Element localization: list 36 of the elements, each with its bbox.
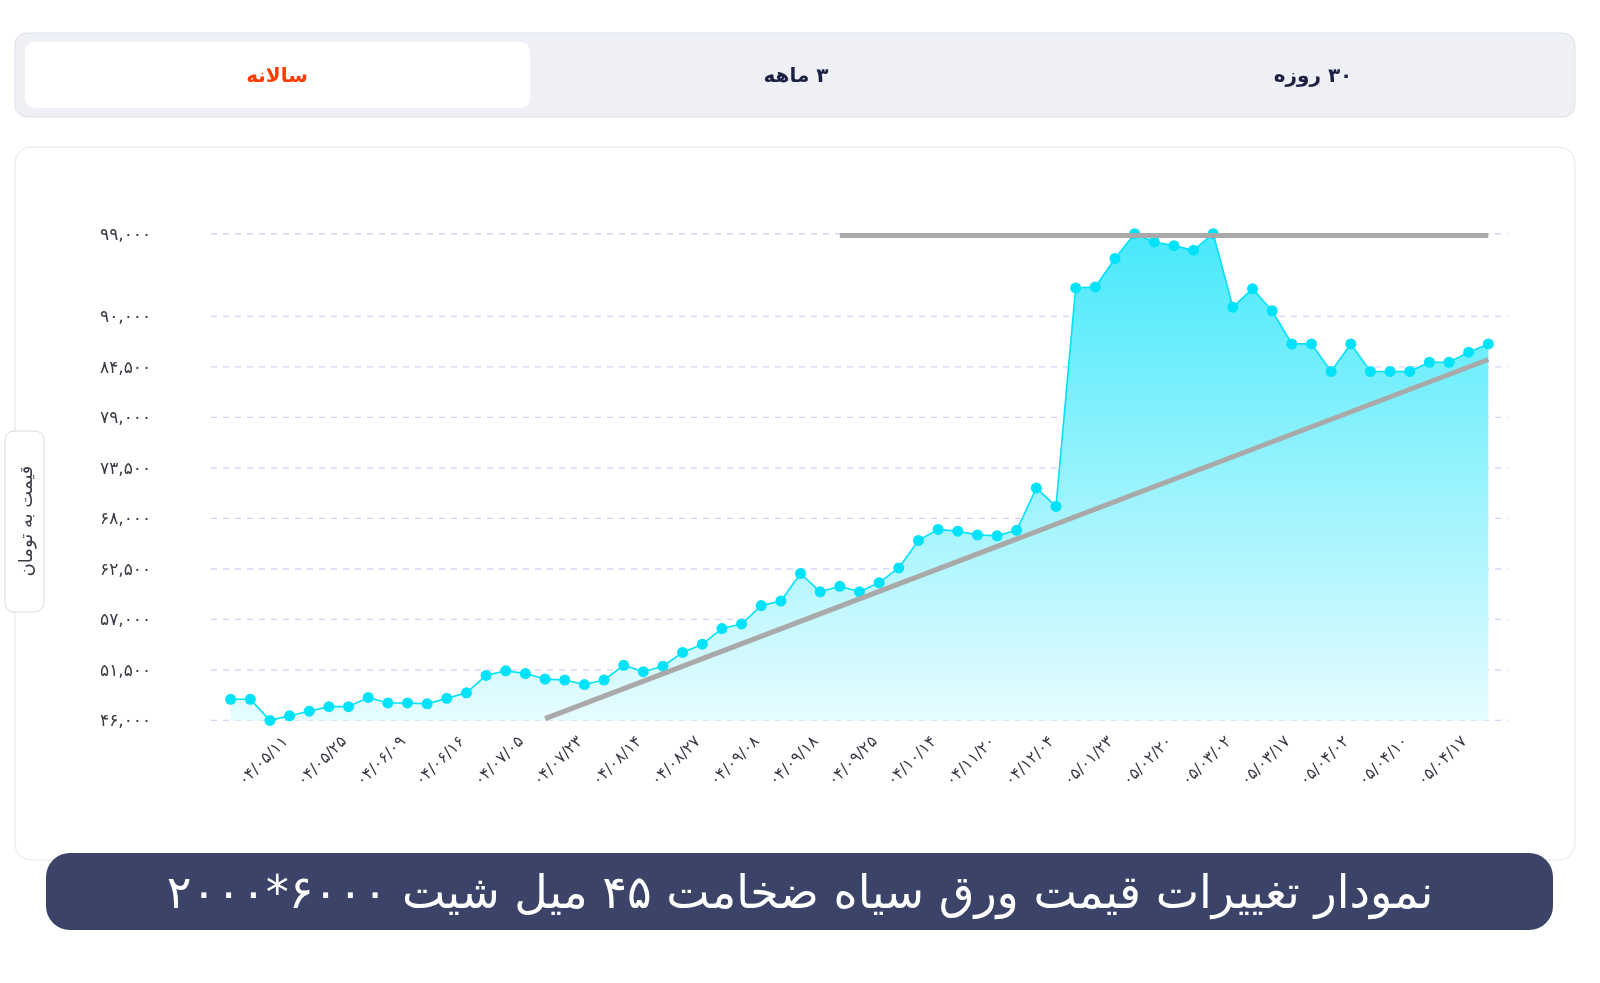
x-tick-label: ۰۴/۱۰/۱۴	[882, 731, 940, 790]
text: سالانه	[246, 63, 308, 87]
y-tick-label: ۴۶,۰۰۰	[100, 710, 152, 731]
x-tick-label: ۰۵/۰۲/۲۰	[1118, 731, 1176, 790]
x-tick-label: ۰۵/۰۴/۰۲	[1294, 731, 1353, 790]
text: نمودار تغییرات قیمت ورق سیاه ضخامت ۴۵ میل شیت ۶۰۰۰*۲۰۰۰	[166, 865, 1434, 920]
x-tick-label: ۰۴/۱۲/۰۴	[1000, 731, 1058, 790]
y-tick-label: ۸۴,۵۰۰	[100, 356, 152, 377]
x-tick-label: ۰۴/۱۱/۲۰	[941, 731, 999, 790]
y-tick-label: ۵۱,۵۰۰	[100, 659, 152, 680]
x-tick-label: ۰۴/۰۷/۲۳	[528, 731, 587, 790]
x-tick-label: ۰۴/۰۹/۱۸	[764, 731, 823, 790]
x-tick-label: ۰۵/۰۴/۱۰	[1353, 731, 1412, 790]
y-tick-label: ۵۷,۰۰۰	[100, 609, 152, 630]
y-tick-label: ۶۸,۰۰۰	[100, 508, 152, 529]
text: ۳۰ روزه	[1273, 63, 1353, 87]
x-tick-label: ۰۴/۰۷/۰۵	[469, 731, 528, 790]
x-tick-label: ۰۵/۰۴/۱۷	[1412, 731, 1471, 790]
x-tick-label: ۰۴/۰۵/۲۵	[292, 731, 351, 790]
x-tick-label: ۰۴/۰۹/۲۵	[823, 731, 881, 790]
x-tick-label: ۰۴/۰۶/۰۹	[351, 731, 410, 790]
x-tick-label: ۰۴/۰۵/۱۱	[233, 731, 292, 790]
x-tick-label: ۰۴/۰۶/۱۶	[410, 731, 469, 790]
x-tick-label: ۰۵/۰۱/۲۳	[1059, 731, 1117, 790]
y-tick-label: ۶۲,۵۰۰	[100, 558, 152, 579]
y-tick-label: ۹۰,۰۰۰	[100, 306, 152, 327]
x-tick-label: ۰۴/۰۹/۰۸	[705, 731, 764, 790]
x-tick-label: ۰۵/۰۳/۱۷	[1236, 731, 1294, 790]
x-tick-label: ۰۵/۰۳/۰۲	[1177, 731, 1235, 790]
text: ۳ ماهه	[763, 63, 829, 87]
y-tick-label: ۷۹,۰۰۰	[100, 407, 152, 428]
x-tick-label: ۰۴/۰۸/۲۷	[646, 731, 705, 790]
x-tick-label: ۰۴/۰۸/۱۴	[587, 731, 646, 790]
y-tick-label: ۷۳,۵۰۰	[100, 457, 152, 478]
y-tick-label: ۹۹,۰۰۰	[100, 223, 152, 244]
y-axis-title: قیمت به تومان	[14, 465, 37, 577]
